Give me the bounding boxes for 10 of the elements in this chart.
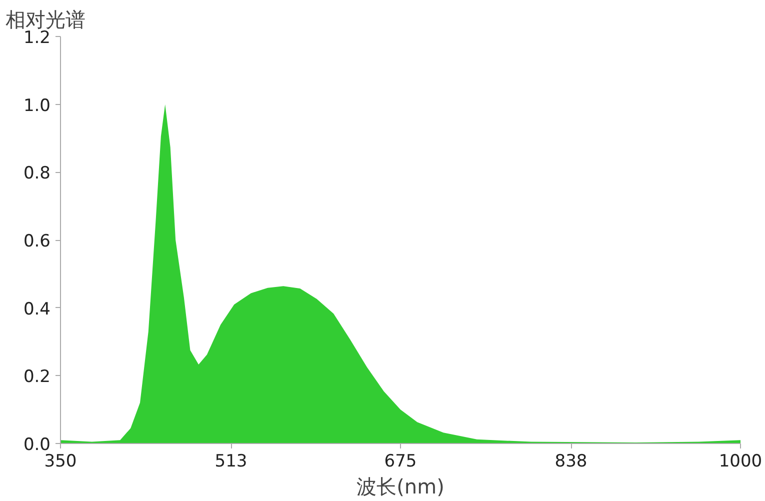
y-tick-label: 0.6 xyxy=(23,232,51,252)
y-tick-label: 0.8 xyxy=(23,164,51,184)
x-tick-label: 513 xyxy=(214,452,248,472)
x-tick-label: 675 xyxy=(384,452,417,472)
x-tick-label: 1000 xyxy=(718,452,762,472)
x-tick-label: 838 xyxy=(554,452,588,472)
x-axis-title: 波长(nm) xyxy=(356,474,444,498)
y-tick-label: 1.0 xyxy=(23,96,51,116)
y-tick-label: 0.4 xyxy=(23,299,51,320)
y-tick-label: 0.2 xyxy=(23,367,51,388)
